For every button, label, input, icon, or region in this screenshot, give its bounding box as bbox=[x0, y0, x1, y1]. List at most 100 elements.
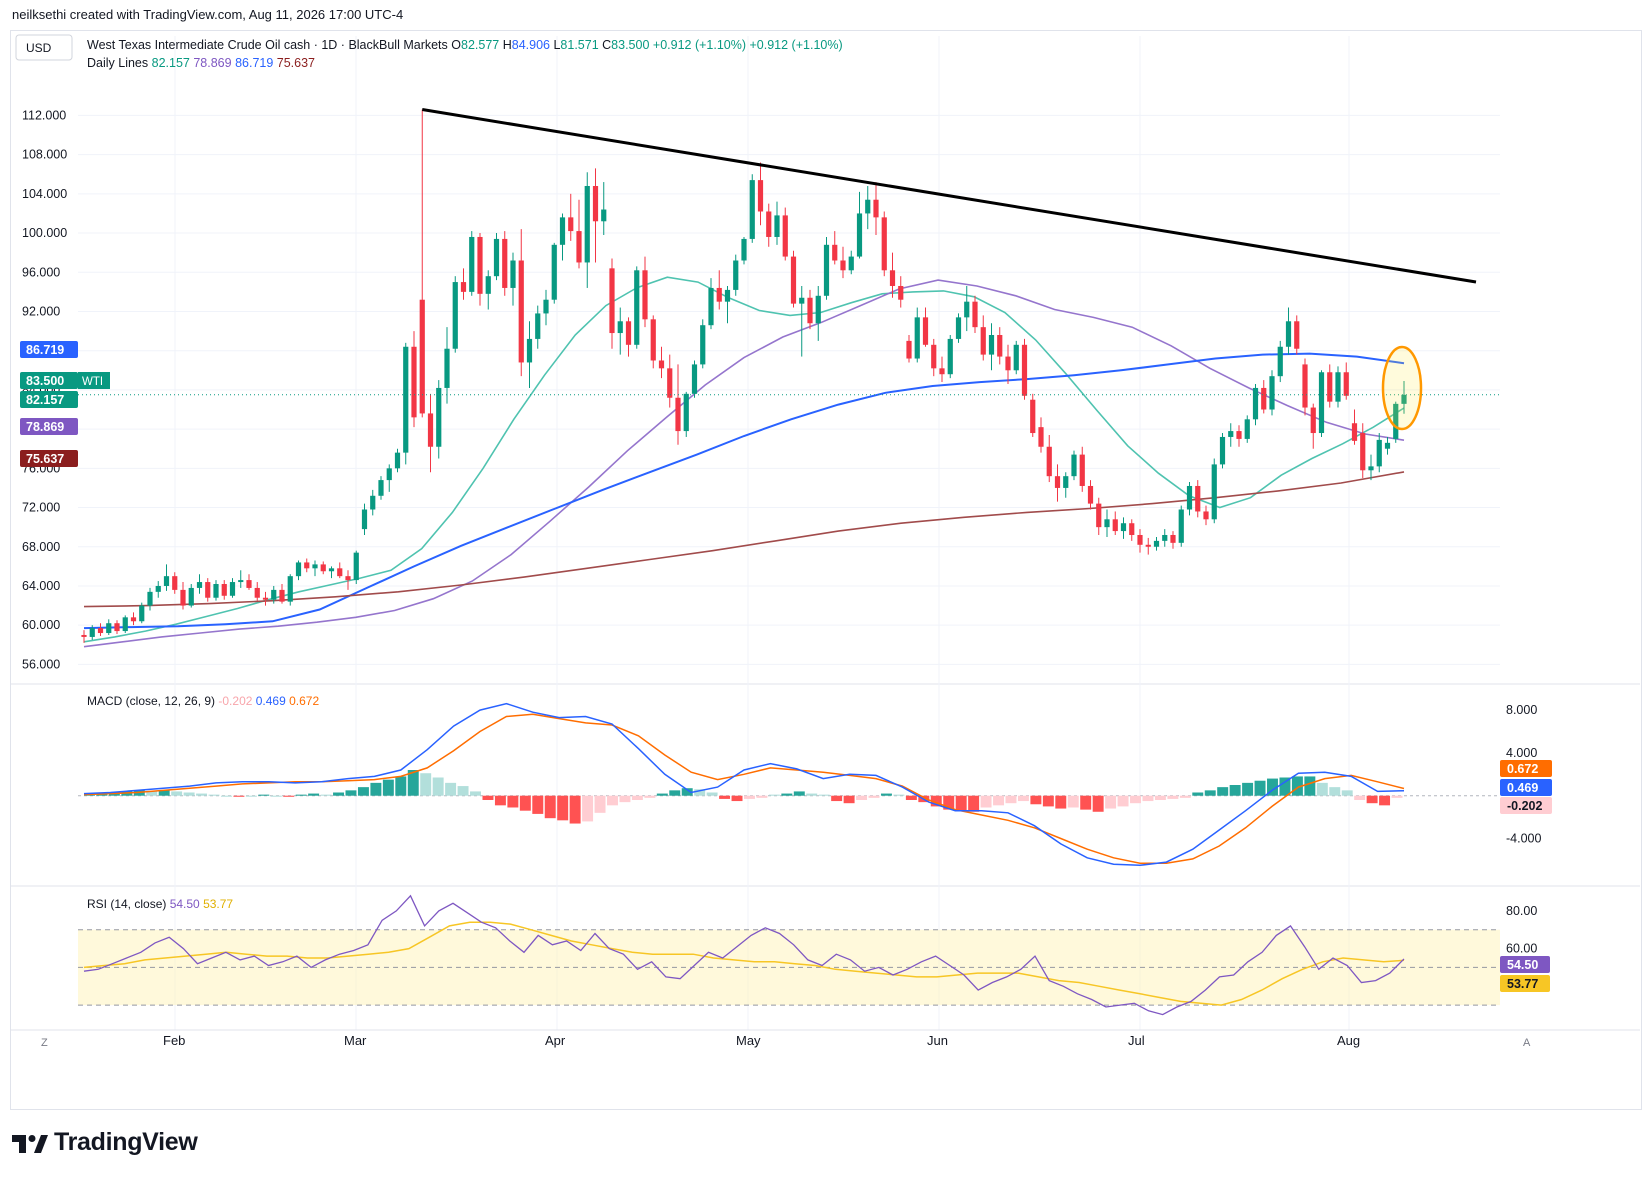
macd-histogram-bar bbox=[84, 794, 95, 796]
tradingview-logo[interactable]: TradingView bbox=[12, 1128, 198, 1157]
macd-histogram-bar bbox=[1167, 795, 1179, 799]
macd-histogram-bar bbox=[395, 776, 407, 796]
candle-body bbox=[1302, 364, 1308, 408]
macd-histogram-bar bbox=[1154, 795, 1166, 800]
candle-body bbox=[238, 580, 244, 583]
macd-histogram-bar bbox=[656, 793, 668, 796]
candle-body bbox=[667, 368, 673, 398]
candle-body bbox=[436, 387, 442, 447]
macd-histogram-bar bbox=[1242, 782, 1254, 796]
price-tag-value: 86.719 bbox=[26, 343, 64, 357]
candle-body bbox=[221, 584, 227, 596]
macd-signal-line bbox=[83, 713, 1405, 864]
candle-body bbox=[914, 317, 920, 359]
time-axis-label: Apr bbox=[545, 1033, 566, 1048]
price-tag-75.637 bbox=[20, 450, 78, 467]
macd-histogram-bar bbox=[1316, 782, 1328, 796]
candle-body bbox=[815, 295, 821, 324]
candle-body bbox=[972, 301, 978, 328]
candle-body bbox=[675, 397, 681, 432]
candle-body bbox=[592, 185, 599, 222]
price-tag-value: 82.157 bbox=[26, 393, 64, 407]
candle-body bbox=[1120, 523, 1127, 532]
macd-tick-label: 8.000 bbox=[1506, 703, 1537, 717]
candle-body bbox=[1269, 376, 1275, 410]
candle-body bbox=[427, 413, 434, 447]
macd-histogram-bar bbox=[544, 795, 556, 819]
macd-histogram-bar bbox=[258, 794, 270, 796]
candle-body bbox=[271, 589, 277, 600]
candle-body bbox=[320, 564, 326, 572]
candle-body bbox=[444, 348, 450, 388]
rsi-tag-1 bbox=[1500, 975, 1550, 992]
macd-histogram-bar bbox=[1366, 795, 1378, 804]
candle-body bbox=[1219, 436, 1226, 465]
candle-body bbox=[543, 299, 549, 314]
candle-body bbox=[1211, 464, 1217, 520]
macd-histogram-bar bbox=[793, 791, 805, 796]
wti-tag-label: WTI bbox=[82, 376, 103, 388]
macd-histogram-bar bbox=[731, 795, 743, 802]
candle-body bbox=[254, 587, 260, 598]
candle-body bbox=[345, 576, 351, 581]
candle-body bbox=[304, 562, 310, 569]
rsi-tick-label: 60.00 bbox=[1506, 942, 1537, 956]
macd-line bbox=[83, 702, 1405, 867]
macd-histogram-bar bbox=[1142, 795, 1154, 802]
rsi-header-segment: 53.77 bbox=[203, 897, 233, 911]
header-segment: 82.577 bbox=[461, 38, 503, 52]
macd-histogram-bar bbox=[719, 795, 731, 799]
candle-body bbox=[1360, 433, 1366, 471]
macd-histogram-bar bbox=[806, 793, 818, 796]
macd-histogram-bar bbox=[333, 792, 345, 796]
macd-histogram-bar bbox=[1042, 795, 1054, 807]
candle-body bbox=[1401, 394, 1407, 404]
credit-line: neilksethi created with TradingView.com,… bbox=[12, 7, 404, 22]
price-tick-label: 72.000 bbox=[22, 501, 60, 515]
price-tick-label: 100.000 bbox=[22, 226, 67, 240]
candle-body bbox=[526, 338, 533, 363]
macd-histogram-bar bbox=[1354, 795, 1366, 800]
candle-body bbox=[1351, 423, 1358, 441]
candle-body bbox=[106, 623, 112, 634]
time-axis-label: Aug bbox=[1337, 1033, 1360, 1048]
candle-body bbox=[559, 217, 566, 245]
time-axis-label: Feb bbox=[163, 1033, 185, 1048]
macd-histogram-bar bbox=[644, 795, 656, 798]
candle-body bbox=[1046, 446, 1052, 477]
macd-histogram-bar bbox=[171, 791, 183, 796]
price-tag-value: 83.500 bbox=[26, 374, 64, 388]
wti-tag bbox=[78, 372, 110, 389]
price-tag-83.500 bbox=[20, 372, 78, 389]
macd-histogram-bar bbox=[1030, 795, 1042, 805]
rsi-header: RSI (14, close) 54.50 53.77 bbox=[87, 897, 233, 911]
sma-100-line bbox=[83, 352, 1405, 630]
candle-body bbox=[617, 321, 623, 334]
candle-body bbox=[139, 605, 145, 622]
macd-histogram-bar bbox=[756, 795, 768, 798]
price-tick-label: 96.000 bbox=[22, 265, 60, 279]
header-segment: C bbox=[602, 38, 611, 52]
candle-body bbox=[1203, 511, 1209, 520]
candle-body bbox=[1236, 431, 1242, 439]
candle-body bbox=[246, 580, 252, 588]
macd-histogram-bar bbox=[1179, 795, 1191, 798]
price-tick-label: 92.000 bbox=[22, 304, 60, 318]
macd-histogram-bar bbox=[968, 795, 980, 812]
rsi-tag-value: 53.77 bbox=[1507, 977, 1538, 991]
candle-body bbox=[1079, 454, 1085, 486]
macd-histogram-bar bbox=[245, 795, 257, 797]
candle-body bbox=[1244, 419, 1250, 439]
time-axis-label: May bbox=[736, 1033, 761, 1048]
header-segment: West Texas Intermediate Crude Oil cash ·… bbox=[87, 38, 451, 52]
chart-frame bbox=[10, 30, 1642, 1110]
macd-histogram-bar bbox=[507, 795, 519, 808]
macd-histogram-bar bbox=[1217, 787, 1229, 796]
candle-body bbox=[1096, 503, 1102, 528]
candle-body bbox=[1285, 321, 1292, 347]
time-axis-label: Jul bbox=[1128, 1033, 1145, 1048]
candle-body bbox=[716, 287, 722, 302]
candle-body bbox=[188, 587, 194, 606]
macd-tick-label: -4.000 bbox=[1506, 832, 1541, 846]
